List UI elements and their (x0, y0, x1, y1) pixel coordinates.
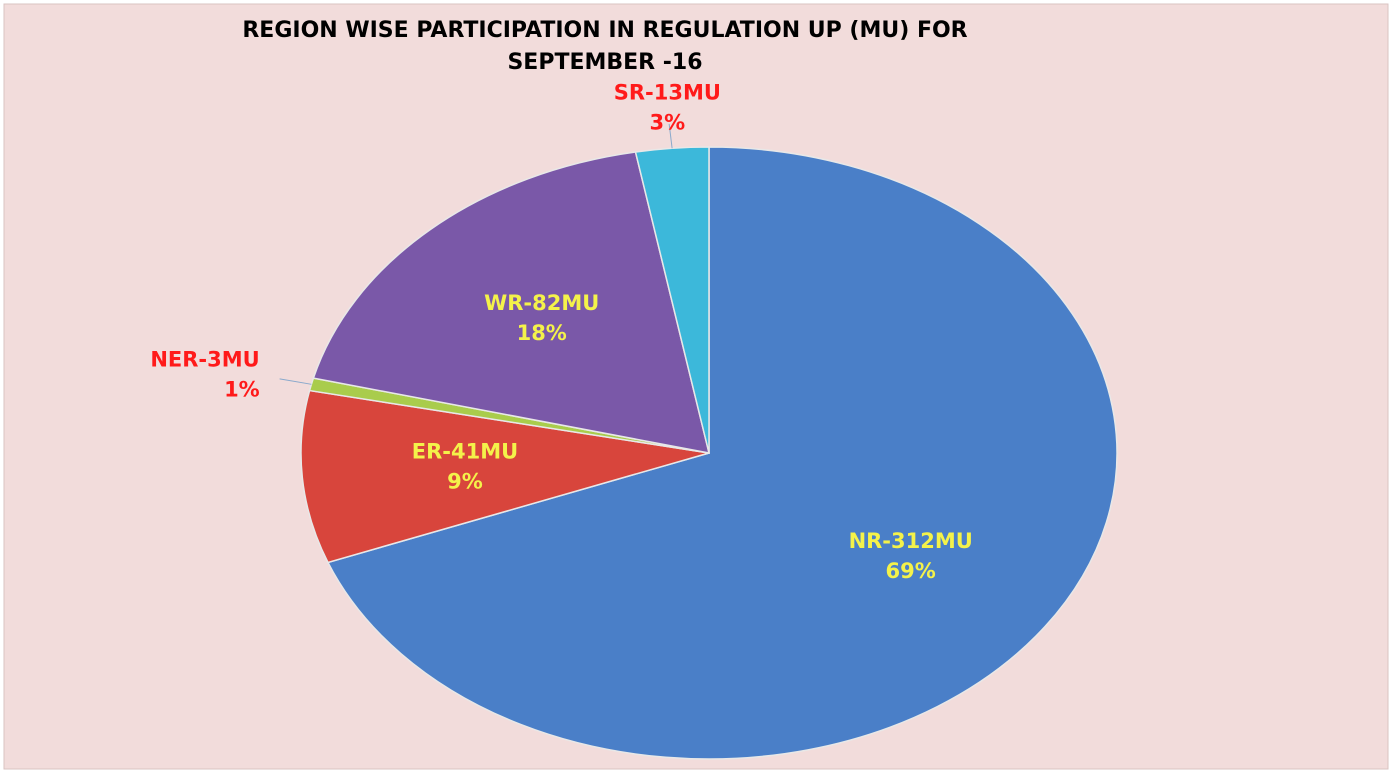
percent-label: 18% (517, 321, 567, 345)
data-label: ER-41MU (412, 440, 518, 464)
data-label: NR-312MU (849, 529, 973, 553)
percent-label: 69% (886, 559, 936, 583)
chart-title: SEPTEMBER -16 (507, 50, 702, 75)
leader-line (279, 378, 312, 385)
data-label: WR-82MU (484, 291, 599, 315)
leader-line (668, 123, 673, 149)
chart-title: REGION WISE PARTICIPATION IN REGULATION … (242, 18, 967, 43)
pie-slice (634, 146, 710, 454)
pie-slice (300, 389, 710, 564)
percent-label: 9% (447, 470, 483, 494)
pie-slice (326, 146, 1118, 760)
data-label: NER-3MU (150, 347, 259, 371)
percent-label: 3% (649, 111, 685, 135)
percent-label: 1% (224, 377, 260, 401)
pie-slice (312, 151, 711, 454)
data-label: SR-13MU (614, 81, 721, 105)
